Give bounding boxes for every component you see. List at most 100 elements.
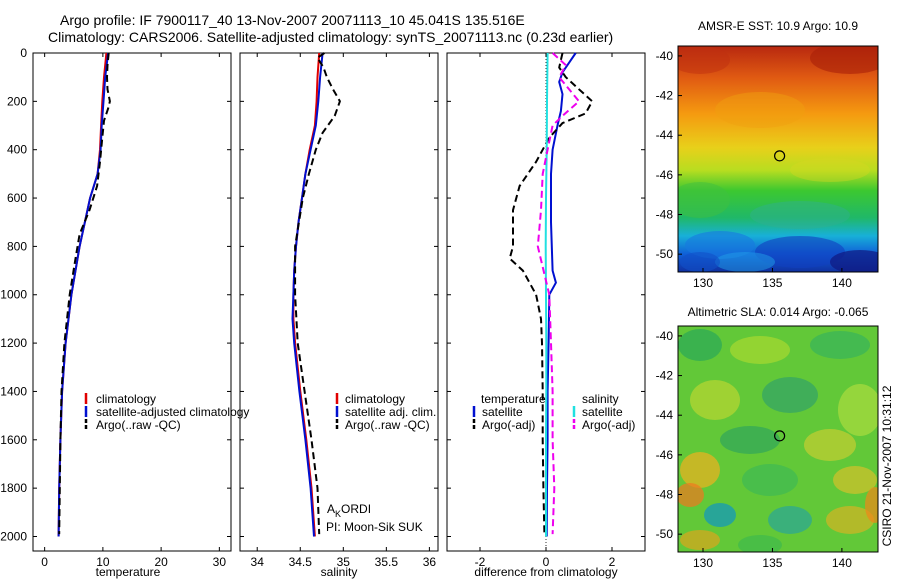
map-y-tick-label: -44 [656,408,674,422]
x-tick-label: 35.5 [375,555,399,569]
x-tick-label: 10 [96,555,110,569]
sst-texture [750,201,850,229]
y-tick-label: 1000 [0,288,27,302]
sst-argo-marker [774,150,786,162]
temperature-series [57,52,111,537]
difference-series [508,52,594,537]
sst-texture [715,252,775,272]
sla-texture [678,329,722,361]
map-y-tick-label: -44 [656,128,674,142]
y-tick-label: 800 [7,239,27,253]
x-tick-label: 34.5 [289,555,313,569]
x-tick-label: 0 [41,555,48,569]
series-salinity-argo-adj- [536,52,580,535]
sla-texture [865,487,878,523]
sla-texture [742,464,798,496]
sla-texture [838,384,878,436]
x-tick-label: 30 [213,555,227,569]
legend-label-argo: Argo(..raw -QC) [96,418,181,432]
y-tick-label: 400 [7,143,27,157]
sst-map-frame [677,45,879,273]
x-tick-label: 34 [251,555,265,569]
legend-label-satellite: satellite-adjusted climatology [96,405,249,419]
map-y-tick-label: -46 [656,168,674,182]
map-x-tick-label: 130 [693,556,713,570]
sst-map-axes: 130 135 140 -40 -42 -44 -46 -48 -50 [656,49,853,290]
sst-texture [678,182,730,218]
legend-label-sal-satellite: satellite [582,405,623,419]
sla-texture [738,535,782,552]
legend-title-temperature: temperature [481,392,546,406]
salinity-series [291,52,341,537]
y-tick-label: 1600 [0,433,27,447]
sst-texture [680,252,720,272]
legend-label-sal-argo: Argo(-adj) [582,418,635,432]
annotation-pi: PI: Moon-Sik SUK [326,520,423,534]
sst-heatmap [678,46,878,272]
y-tick-label: 600 [7,191,27,205]
sla-texture [730,336,790,364]
map-y-tick-label: -40 [656,49,674,63]
salinity-xlabel: salinity [321,565,358,579]
y-tick-label: 0 [20,46,27,60]
difference-legend: temperature salinity satellite Argo(-adj… [472,392,635,432]
sla-texture [768,506,812,534]
map-y-tick-label: -50 [656,527,674,541]
sla-texture [680,530,720,550]
sla-texture [833,466,877,494]
series-argo-raw-qc- [58,52,111,535]
figure-title-line1: Argo profile: IF 7900117_40 13-Nov-2007 … [60,12,525,28]
sla-texture [762,377,818,413]
legend-label-argo: Argo(..raw -QC) [345,418,430,432]
sla-map-frame [677,325,879,553]
sla-argo-marker [774,430,786,442]
map-y-tick-label: -42 [656,89,674,103]
sla-texture [720,426,780,454]
sla-heatmap [678,326,878,552]
y-tick-label: 1800 [0,481,27,495]
annotation-institution: AKORDI [327,502,371,519]
sst-texture [830,250,878,272]
sst-texture [810,46,878,74]
x-tick-label: 20 [154,555,168,569]
salinity-legend: climatology satellite adj. clim. Argo(..… [335,392,436,432]
map-x-tick-label: 130 [693,276,713,290]
legend-label-climatology: climatology [96,392,156,406]
legend-label-climatology: climatology [345,392,405,406]
sst-map-title: AMSR-E SST: 10.9 Argo: 10.9 [698,19,858,33]
sla-texture [678,483,704,507]
y-tick-label: 1200 [0,336,27,350]
figure-title-line2: Climatology: CARS2006. Satellite-adjuste… [48,29,614,45]
difference-x-axis: -2 0 2 [447,52,645,569]
map-x-tick-label: 135 [762,276,782,290]
sst-texture [678,46,730,74]
difference-xlabel: difference from climatology [474,565,617,579]
sla-texture [810,331,870,359]
map-y-tick-label: -48 [656,208,674,222]
side-stamp: CSIRO 21-Nov-2007 10:31:12 [880,385,894,546]
temperature-x-axis: 0 10 20 30 [33,52,231,569]
y-tick-label: 1400 [0,384,27,398]
x-tick-label: -2 [475,555,486,569]
sla-map-axes: 130 135 140 -40 -42 -44 -46 -48 -50 [656,329,853,570]
map-x-tick-label: 140 [832,556,852,570]
sst-texture [755,236,845,268]
y-tick-label: 200 [7,94,27,108]
series-temperature-argo-adj- [508,52,594,535]
x-tick-label: 36 [423,555,437,569]
series-salinity-satellite [544,52,549,537]
map-y-tick-label: -42 [656,369,674,383]
y-tick-label: 2000 [0,529,27,543]
legend-label-temp-argo: Argo(-adj) [482,418,535,432]
sla-texture [680,452,720,488]
legend-title-salinity: salinity [582,392,619,406]
sst-texture [685,231,755,259]
series-temperature-satellite [545,52,577,537]
x-tick-label: 35 [337,555,351,569]
temperature-xlabel: temperature [96,565,161,579]
sla-texture [804,429,856,461]
series-satellite-adjusted-climatology [57,52,110,537]
map-x-tick-label: 135 [762,556,782,570]
legend-label-temp-satellite: satellite [482,405,523,419]
temperature-legend: climatology satellite-adjusted climatolo… [84,392,249,432]
